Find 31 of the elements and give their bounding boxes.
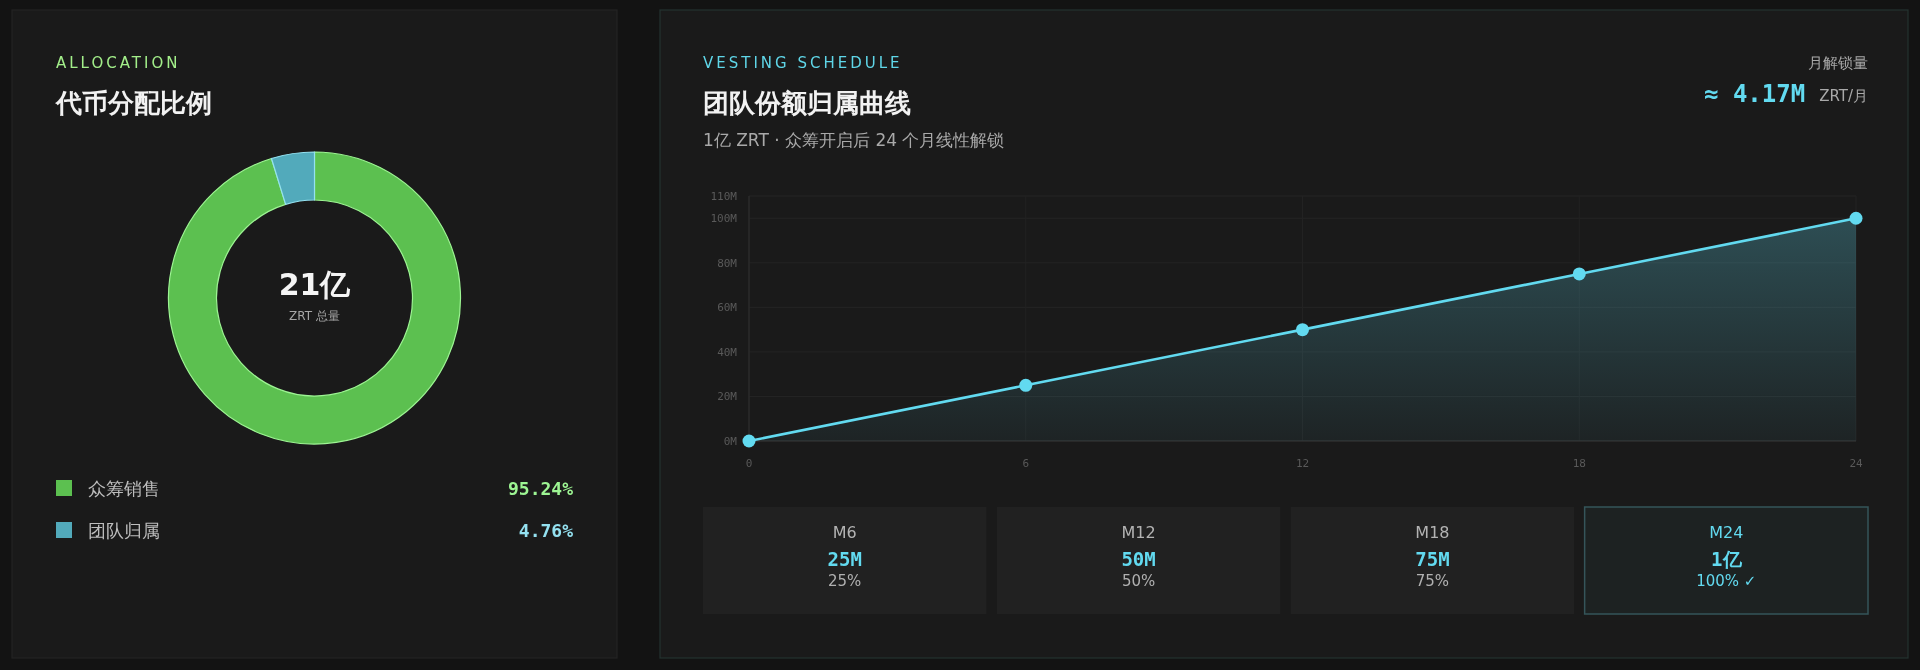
point [1296, 323, 1309, 337]
point [742, 434, 756, 448]
chart-title: 团队份额归属曲线 [703, 88, 911, 118]
x-tick-label: 24 [1849, 456, 1863, 470]
data-label: 95.24% [507, 477, 574, 499]
y-tick-label: 60M [717, 300, 738, 314]
y-tick-label: 100M [710, 211, 738, 225]
point [1019, 378, 1033, 392]
chart-subtitle: 1亿 ZRT · 众筹开启后 24 个月线性解锁 [703, 130, 1005, 150]
data-label: 4.76% [518, 519, 574, 541]
text: ≈ 4.17M [1704, 80, 1806, 108]
y-tick-label: 110M [710, 189, 738, 203]
text: ZRT 总量 [289, 309, 340, 323]
x-tick-label: 0 [745, 456, 753, 470]
text: ALLOCATION [56, 54, 181, 72]
text: 月解锁量 [1808, 54, 1868, 72]
chart-title: 代币分配比例 [55, 88, 212, 118]
x-tick-label: 12 [1295, 456, 1310, 470]
point [1572, 267, 1586, 281]
y-tick-label: 0M [723, 434, 738, 448]
legend-label: 众筹销售 [88, 477, 160, 499]
x-tick-label: 6 [1022, 456, 1030, 470]
text: VESTING SCHEDULE [703, 54, 903, 72]
y-tick-label: 20M [717, 389, 738, 403]
text: ZRT/月 [1819, 87, 1868, 105]
y-tick-label: 40M [717, 345, 738, 359]
legend-label: 团队归属 [88, 519, 160, 541]
y-tick-label: 80M [717, 256, 738, 270]
point [1849, 211, 1863, 225]
text: 21亿 [278, 266, 352, 302]
x-tick-label: 18 [1572, 456, 1586, 470]
